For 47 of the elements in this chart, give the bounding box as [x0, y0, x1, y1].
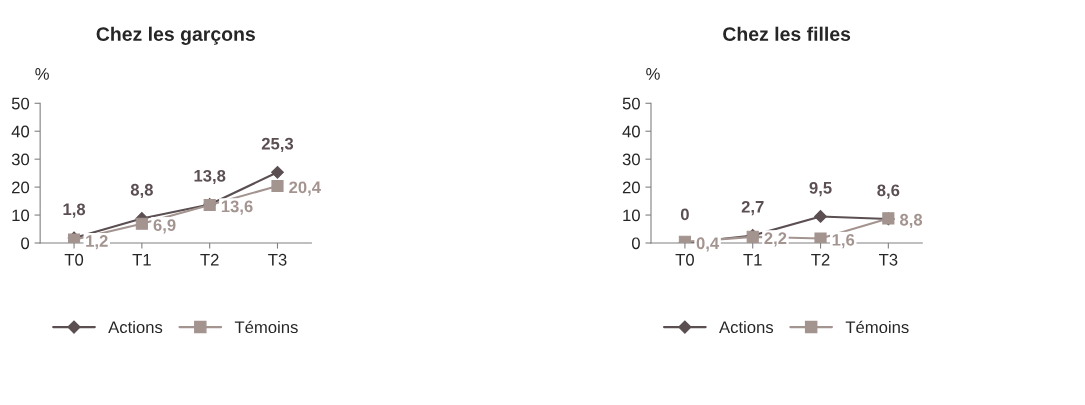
y-tick-label: 30: [11, 153, 30, 166]
x-tick-label: T2: [811, 253, 830, 266]
data-label: 2,7: [741, 200, 764, 216]
point: [271, 179, 284, 193]
x-tick-label: T0: [64, 253, 84, 266]
data-label: 9,5: [809, 181, 832, 197]
legend-label: Actions: [108, 320, 163, 334]
y-tick-label: 40: [622, 125, 640, 138]
data-label: 20,4: [289, 181, 321, 196]
data-label: 13,8: [194, 169, 226, 185]
point: [135, 217, 148, 230]
x-tick-label: T1: [743, 254, 762, 266]
y-tick-label: 30: [622, 153, 640, 166]
data-label: 0: [680, 208, 689, 221]
data-label: 13,6: [221, 200, 253, 215]
data-label: 1,2: [86, 235, 108, 250]
legend-label: Témoins: [845, 320, 909, 334]
data-label: 2,2: [764, 232, 787, 247]
legend-label: Témoins: [234, 320, 298, 334]
data-label: 1,8: [63, 203, 86, 218]
x-tick-label: T1: [132, 254, 151, 266]
y-tick-label: 20: [12, 181, 30, 194]
data-label: 8,8: [899, 213, 923, 229]
data-label: 0,4: [696, 237, 720, 252]
x-tick-label: T0: [675, 253, 694, 266]
x-tick-label: T2: [200, 253, 219, 266]
y-tick-label: 50: [622, 97, 640, 110]
data-label: 6,9: [153, 219, 176, 234]
point: [271, 165, 284, 179]
y-tick-label: 0: [21, 237, 30, 250]
y-tick-label: 20: [622, 181, 640, 194]
y-axis-title: %: [646, 68, 660, 80]
y-tick-label: 0: [631, 237, 640, 250]
chart-title: Chez les filles: [723, 26, 851, 41]
y-tick-label: 40: [11, 125, 30, 138]
y-tick-label: 10: [12, 209, 30, 222]
data-label: 8,6: [877, 184, 900, 199]
y-axis-title: %: [35, 68, 49, 80]
chart-title: Chez les garçons: [96, 26, 255, 45]
data-label: 1,6: [832, 233, 855, 249]
y-tick-label: 50: [11, 97, 30, 110]
data-label: 25,3: [261, 137, 294, 152]
x-tick-label: T3: [268, 253, 287, 266]
x-tick-label: T3: [878, 253, 898, 266]
y-tick-label: 10: [623, 209, 640, 222]
legend-label: Actions: [719, 320, 774, 334]
data-label: 8,8: [130, 183, 153, 199]
